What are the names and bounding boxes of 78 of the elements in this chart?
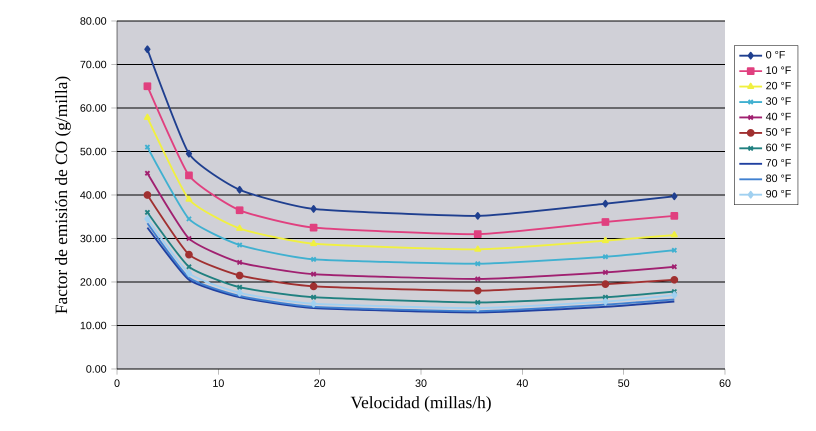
y-tick-label: 20.00 xyxy=(80,278,106,286)
point xyxy=(670,276,678,284)
point xyxy=(186,216,192,222)
legend-label: 70 °F xyxy=(766,159,791,167)
point xyxy=(310,240,318,246)
y-tick-label: 30.00 xyxy=(80,234,106,242)
y-tick-label: 80.00 xyxy=(80,17,106,25)
point xyxy=(671,291,678,299)
point xyxy=(474,245,482,252)
point xyxy=(602,236,609,244)
point xyxy=(236,272,244,280)
x-tick-label: 0 xyxy=(114,379,120,387)
legend-label: 20 °F xyxy=(766,82,791,90)
point xyxy=(310,271,317,278)
point xyxy=(602,200,609,208)
point xyxy=(671,192,678,200)
point xyxy=(186,264,192,270)
point xyxy=(144,114,151,120)
point xyxy=(602,269,608,276)
point xyxy=(474,276,481,282)
x-tick-label: 30 xyxy=(415,379,427,387)
point xyxy=(474,212,481,220)
legend-label: 10 °F xyxy=(766,66,791,74)
point xyxy=(186,150,192,158)
point xyxy=(474,299,481,306)
legend-label: 40 °F xyxy=(766,112,791,120)
point xyxy=(236,206,244,214)
y-tick-label: 60.00 xyxy=(80,104,106,112)
point xyxy=(310,224,318,232)
y-tick-label: 50.00 xyxy=(80,148,106,156)
point xyxy=(185,172,193,180)
point xyxy=(310,300,317,308)
point xyxy=(602,294,608,300)
point xyxy=(236,288,243,297)
point xyxy=(236,259,243,266)
point xyxy=(185,250,193,258)
x-tick-label: 50 xyxy=(618,379,630,387)
x-tick-label: 10 xyxy=(213,379,224,387)
x-axis-title: Velocidad (millas/h) xyxy=(350,396,491,412)
point xyxy=(144,191,152,199)
x-tick-label: 40 xyxy=(516,379,528,387)
point xyxy=(474,286,482,295)
y-axis-title: Factor de emisión de CO (g/milla) xyxy=(54,76,71,314)
point xyxy=(602,254,608,260)
point xyxy=(310,282,318,290)
point xyxy=(236,224,244,231)
y-tick-label: 40.00 xyxy=(80,191,106,199)
x-tick-label: 20 xyxy=(314,379,326,387)
legend-label: 0 °F xyxy=(766,50,785,59)
point xyxy=(186,235,192,242)
x-tick-label: 60 xyxy=(720,379,731,387)
point xyxy=(602,218,610,226)
y-tick-label: 70.00 xyxy=(80,60,106,68)
point xyxy=(602,280,610,288)
point xyxy=(602,298,609,306)
legend-label: 60 °F xyxy=(766,144,791,152)
point xyxy=(144,215,151,223)
point xyxy=(310,294,317,300)
y-tick-label: 0.00 xyxy=(86,365,106,373)
legend-label: 90 °F xyxy=(766,190,791,198)
point xyxy=(236,186,243,194)
legend-label: 30 °F xyxy=(766,97,791,105)
y-tick-label: 10.00 xyxy=(80,322,106,330)
point xyxy=(185,195,192,202)
legend-label: 80 °F xyxy=(766,174,791,182)
point xyxy=(236,242,243,248)
point xyxy=(186,269,192,278)
point xyxy=(310,205,317,213)
point xyxy=(474,230,482,238)
legend-label: 50 °F xyxy=(766,128,791,136)
point xyxy=(474,304,481,312)
point xyxy=(670,212,678,220)
point xyxy=(144,82,152,90)
point xyxy=(670,231,678,238)
point xyxy=(144,45,151,54)
point xyxy=(474,260,481,267)
point xyxy=(310,256,317,262)
point xyxy=(236,284,243,290)
